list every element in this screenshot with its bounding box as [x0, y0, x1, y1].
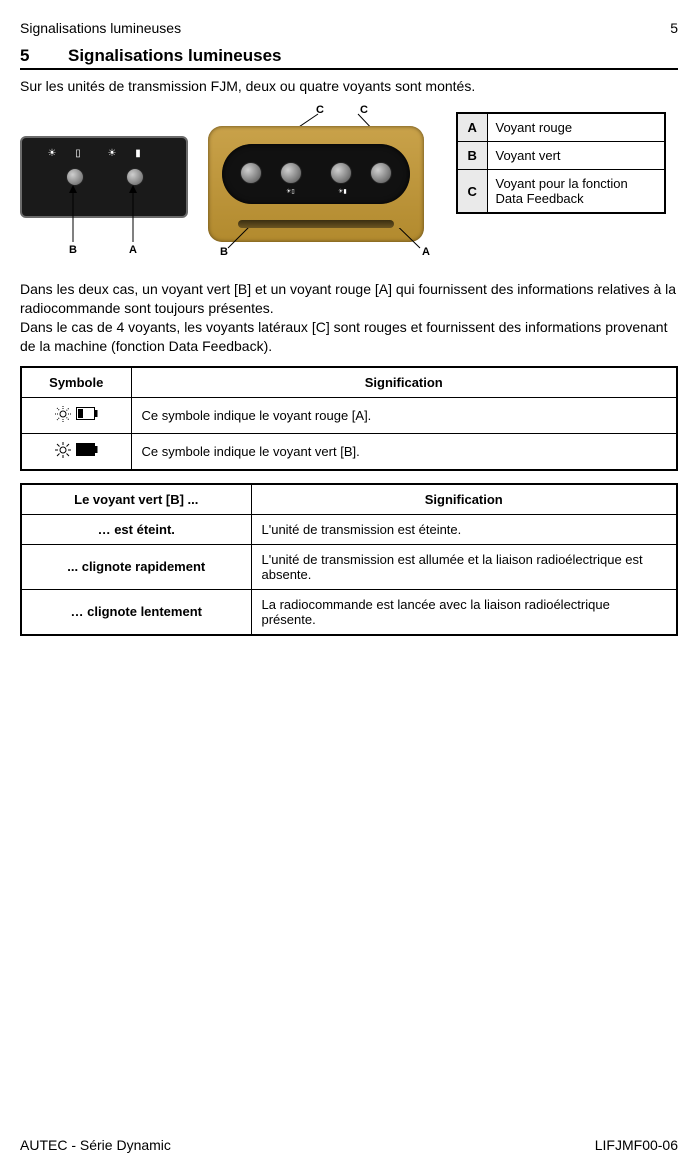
- symbol-table: Symbole Signification Ce symbole indique…: [20, 366, 678, 471]
- table-row: C Voyant pour la fonction Data Feedback: [457, 170, 665, 214]
- panel-battery-icon: ▮: [128, 148, 148, 160]
- symbol-cell: [21, 433, 131, 470]
- page-number: 5: [670, 20, 678, 36]
- legend-key: A: [457, 113, 487, 142]
- legend-table: A Voyant rouge B Voyant vert C Voyant po…: [456, 112, 666, 214]
- table-row: Ce symbole indique le voyant vert [B].: [21, 433, 677, 470]
- header-left: Signalisations lumineuses: [20, 20, 181, 36]
- table-header-row: Le voyant vert [B] ... Signification: [21, 484, 677, 515]
- state-cell: … est éteint.: [21, 514, 251, 544]
- state-cell: … clignote lentement: [21, 589, 251, 635]
- panel-slot: [238, 220, 394, 228]
- intro-text: Sur les unités de transmission FJM, deux…: [20, 78, 678, 94]
- legend-text: Voyant rouge: [487, 113, 665, 142]
- panel-small-wrap: ☀ ▯ ☀ ▮ B A: [20, 102, 200, 262]
- red-symbol-icon: [54, 405, 98, 423]
- legend-key: B: [457, 142, 487, 170]
- figure-label-c: C: [316, 104, 324, 116]
- led-icon: [126, 168, 144, 186]
- symbol-meaning: Ce symbole indique le voyant rouge [A].: [131, 397, 677, 433]
- section-number: 5: [20, 46, 68, 66]
- table-row: A Voyant rouge: [457, 113, 665, 142]
- panel-symbol-icon: ☀: [102, 148, 122, 160]
- table-header-row: Symbole Signification: [21, 367, 677, 398]
- state-meaning: L'unité de transmission est éteinte.: [251, 514, 677, 544]
- meaning-header: Signification: [131, 367, 677, 398]
- panel-gold-wrap: C C ☀▯ ☀▮ B A: [208, 108, 448, 268]
- table-row: … est éteint. L'unité de transmission es…: [21, 514, 677, 544]
- page-header: Signalisations lumineuses 5: [20, 20, 678, 36]
- panel-gold: ☀▯ ☀▮: [208, 126, 424, 242]
- state-meaning: L'unité de transmission est allumée et l…: [251, 544, 677, 589]
- section-heading: 5Signalisations lumineuses: [20, 46, 678, 70]
- panel-small: ☀ ▯ ☀ ▮: [20, 136, 188, 218]
- page-footer: AUTEC - Série Dynamic LIFJMF00-06: [20, 1137, 678, 1153]
- symbol-header: Symbole: [21, 367, 131, 398]
- state-cell: ... clignote rapidement: [21, 544, 251, 589]
- green-symbol-icon: [54, 441, 98, 459]
- legend-key: C: [457, 170, 487, 214]
- figure-label-a: A: [129, 244, 137, 256]
- table-row: Ce symbole indique le voyant rouge [A].: [21, 397, 677, 433]
- symbol-meaning: Ce symbole indique le voyant vert [B].: [131, 433, 677, 470]
- led-icon: [240, 162, 262, 184]
- arrow-overlay-bottom: [208, 228, 448, 268]
- led-icon: [330, 162, 352, 184]
- state-meaning: La radiocommande est lancée avec la liai…: [251, 589, 677, 635]
- panel-battery-icon: ▯: [68, 148, 88, 160]
- led-icon: [370, 162, 392, 184]
- legend-text: Voyant pour la fonction Data Feedback: [487, 170, 665, 214]
- led-icon: [66, 168, 84, 186]
- section-title: Signalisations lumineuses: [68, 46, 282, 65]
- state-header: Le voyant vert [B] ...: [21, 484, 251, 515]
- table-row: B Voyant vert: [457, 142, 665, 170]
- figure-label-c: C: [360, 104, 368, 116]
- figure-row: ☀ ▯ ☀ ▮ B A: [20, 102, 678, 268]
- legend-text: Voyant vert: [487, 142, 665, 170]
- panel-gold-inner: ☀▯ ☀▮: [222, 144, 410, 204]
- table-row: … clignote lentement La radiocommande es…: [21, 589, 677, 635]
- figure-label-a: A: [422, 246, 430, 258]
- led-icon: [280, 162, 302, 184]
- panel-symbol-icon: ☀: [42, 148, 62, 160]
- footer-left: AUTEC - Série Dynamic: [20, 1137, 171, 1153]
- body-paragraph: Dans les deux cas, un voyant vert [B] et…: [20, 280, 678, 356]
- mini-symbol-icon: ☀▯: [286, 188, 295, 195]
- figure-label-b: B: [220, 246, 228, 258]
- table-row: ... clignote rapidement L'unité de trans…: [21, 544, 677, 589]
- meaning-header: Signification: [251, 484, 677, 515]
- mini-symbol-icon: ☀▮: [338, 188, 347, 195]
- figure-label-b: B: [69, 244, 77, 256]
- footer-right: LIFJMF00-06: [595, 1137, 678, 1153]
- state-table: Le voyant vert [B] ... Signification … e…: [20, 483, 678, 636]
- symbol-cell: [21, 397, 131, 433]
